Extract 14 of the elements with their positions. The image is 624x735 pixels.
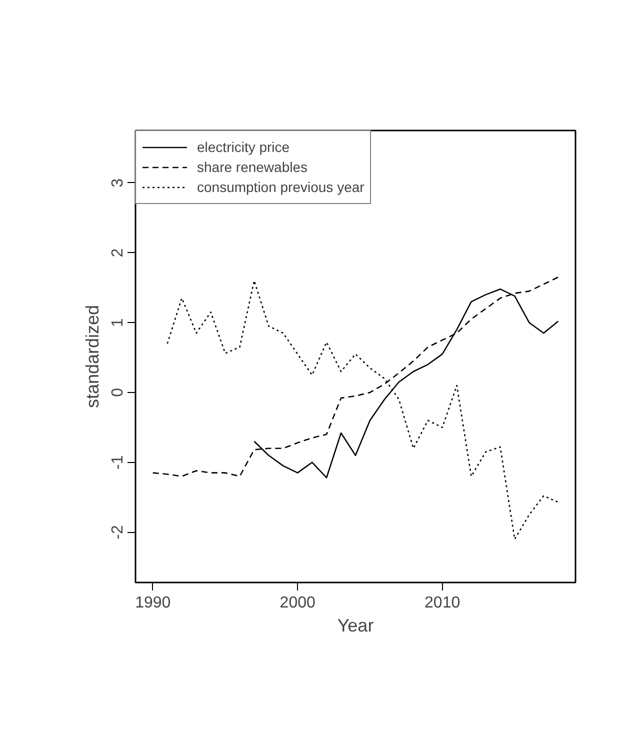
y-tick-label: -2	[110, 524, 126, 540]
y-tick-label: 2	[110, 248, 126, 258]
y-tick-label: -1	[110, 455, 126, 470]
x-tick-label: 1990	[135, 594, 171, 612]
x-tick-label: 2000	[280, 594, 316, 612]
x-tick-label: 2010	[424, 594, 460, 612]
legend-label: consumption previous year	[197, 179, 364, 195]
x-axis-title: Year	[337, 616, 374, 636]
y-axis-title: standardized	[82, 304, 102, 408]
y-tick-label: 3	[110, 178, 126, 188]
y-tick-label: 1	[110, 318, 126, 328]
legend-label: share renewables	[197, 159, 308, 175]
y-tick-label: 0	[110, 388, 126, 397]
legend-label: electricity price	[197, 139, 290, 155]
